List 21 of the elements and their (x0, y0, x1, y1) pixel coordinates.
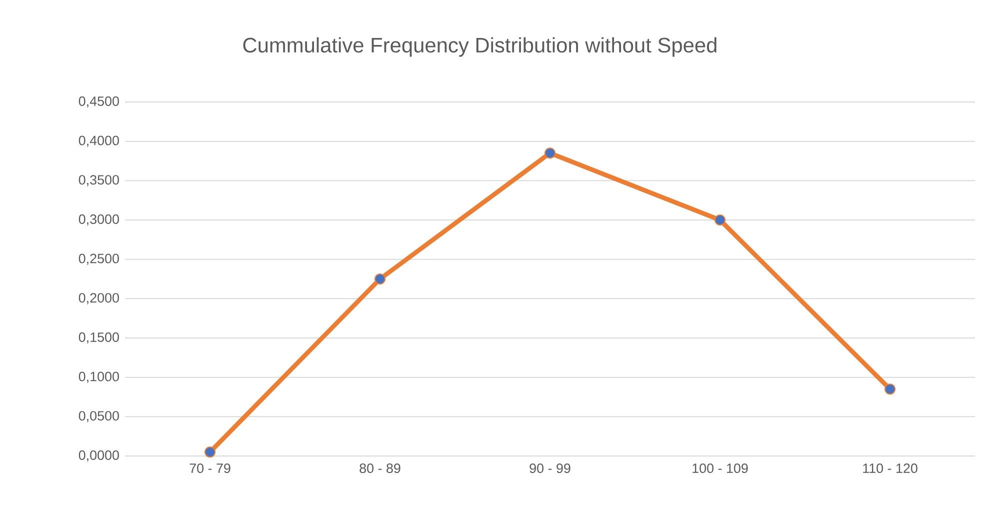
y-tick-label: 0,0000 (78, 450, 119, 462)
x-tick-label: 70 - 79 (190, 464, 230, 474)
point (714, 214, 726, 226)
y-tick-label: 0,0500 (78, 411, 119, 422)
point (374, 273, 386, 284)
x-tick-label: 100 - 109 (692, 464, 748, 474)
x-tick-label: 80 - 89 (360, 464, 400, 474)
y-tick-label: 0,4500 (78, 96, 119, 108)
point (204, 446, 216, 458)
y-tick-label: 0,4000 (78, 136, 119, 147)
chart-title: Cummulative Frequency Distribution without Speed (243, 37, 716, 57)
y-tick-label: 0,1500 (78, 332, 119, 344)
point (544, 148, 556, 159)
x-tick-label: 110 - 120 (863, 464, 918, 474)
y-tick-label: 0,2500 (78, 254, 119, 265)
x-tick-label: 90 - 99 (530, 464, 570, 474)
y-tick-label: 0,1000 (78, 372, 119, 383)
y-tick-label: 0,3000 (78, 214, 119, 226)
y-tick-label: 0,2000 (78, 293, 119, 304)
point (884, 384, 896, 395)
y-tick-label: 0,3500 (78, 175, 119, 186)
